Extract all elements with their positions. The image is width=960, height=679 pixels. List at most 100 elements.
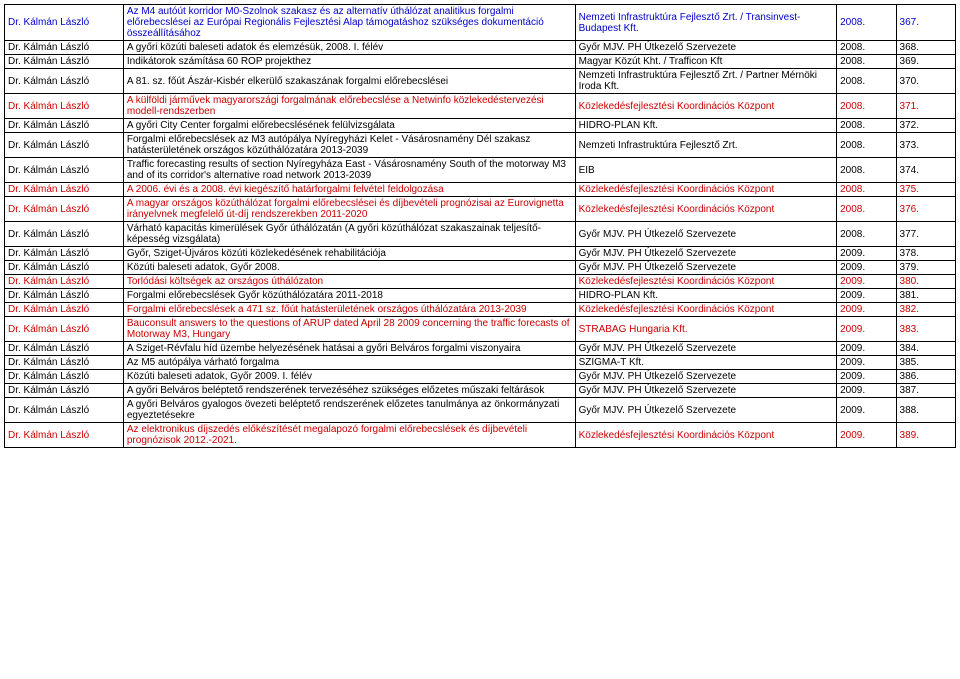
id-cell: 386. [896, 370, 955, 384]
id-cell: 384. [896, 342, 955, 356]
author-cell: Dr. Kálmán László [5, 384, 124, 398]
org-cell: Közlekedésfejlesztési Koordinációs Közpo… [575, 423, 837, 448]
year-cell: 2008. [837, 69, 896, 94]
id-cell: 377. [896, 222, 955, 247]
id-cell: 371. [896, 94, 955, 119]
org-cell: Magyar Közút Kht. / Trafficon Kft [575, 55, 837, 69]
year-cell: 2009. [837, 289, 896, 303]
id-cell: 375. [896, 183, 955, 197]
author-cell: Dr. Kálmán László [5, 197, 124, 222]
title-cell: A győri Belváros beléptető rendszerének … [123, 384, 575, 398]
title-cell: Indikátorok számítása 60 ROP projekthez [123, 55, 575, 69]
table-row: Dr. Kálmán LászlóA 2006. évi és a 2008. … [5, 183, 956, 197]
table-row: Dr. Kálmán LászlóAz elektronikus díjszed… [5, 423, 956, 448]
title-cell: Forgalmi előrebecslések a 471 sz. főút h… [123, 303, 575, 317]
table-row: Dr. Kálmán LászlóAz M4 autóút korridor M… [5, 5, 956, 41]
year-cell: 2009. [837, 384, 896, 398]
author-cell: Dr. Kálmán László [5, 356, 124, 370]
id-cell: 379. [896, 261, 955, 275]
author-cell: Dr. Kálmán László [5, 41, 124, 55]
title-cell: A 2006. évi és a 2008. évi kiegészítő ha… [123, 183, 575, 197]
org-cell: Győr MJV. PH Útkezelő Szervezete [575, 398, 837, 423]
title-cell: Az M5 autópálya várható forgalma [123, 356, 575, 370]
author-cell: Dr. Kálmán László [5, 423, 124, 448]
id-cell: 367. [896, 5, 955, 41]
title-cell: A Sziget-Révfalu híd üzembe helyezésének… [123, 342, 575, 356]
title-cell: A magyar országos közúthálózat forgalmi … [123, 197, 575, 222]
org-cell: HIDRO-PLAN Kft. [575, 119, 837, 133]
author-cell: Dr. Kálmán László [5, 94, 124, 119]
title-cell: A győri City Center forgalmi előrebecslé… [123, 119, 575, 133]
author-cell: Dr. Kálmán László [5, 119, 124, 133]
year-cell: 2009. [837, 303, 896, 317]
org-cell: Győr MJV. PH Útkezelő Szervezete [575, 247, 837, 261]
org-cell: Győr MJV. PH Útkezelő Szervezete [575, 342, 837, 356]
author-cell: Dr. Kálmán László [5, 69, 124, 94]
org-cell: Győr MJV. PH Útkezelő Szervezete [575, 222, 837, 247]
title-cell: Az elektronikus díjszedés előkészítését … [123, 423, 575, 448]
year-cell: 2009. [837, 342, 896, 356]
org-cell: HIDRO-PLAN Kft. [575, 289, 837, 303]
org-cell: Győr MJV. PH Útkezelő Szervezete [575, 370, 837, 384]
year-cell: 2008. [837, 222, 896, 247]
title-cell: Forgalmi előrebecslések az M3 autópálya … [123, 133, 575, 158]
author-cell: Dr. Kálmán László [5, 247, 124, 261]
author-cell: Dr. Kálmán László [5, 261, 124, 275]
table-row: Dr. Kálmán LászlóForgalmi előrebecslések… [5, 289, 956, 303]
year-cell: 2009. [837, 261, 896, 275]
title-cell: Bauconsult answers to the questions of A… [123, 317, 575, 342]
id-cell: 381. [896, 289, 955, 303]
year-cell: 2008. [837, 41, 896, 55]
year-cell: 2008. [837, 94, 896, 119]
title-cell: Győr, Sziget-Újváros közúti közlekedésén… [123, 247, 575, 261]
year-cell: 2008. [837, 197, 896, 222]
id-cell: 382. [896, 303, 955, 317]
year-cell: 2009. [837, 356, 896, 370]
title-cell: A győri Belváros gyalogos övezeti belépt… [123, 398, 575, 423]
table-row: Dr. Kálmán LászlóTraffic forecasting res… [5, 158, 956, 183]
table-row: Dr. Kálmán LászlóVárható kapacitás kimer… [5, 222, 956, 247]
org-cell: Közlekedésfejlesztési Koordinációs Közpo… [575, 303, 837, 317]
org-cell: Nemzeti Infrastruktúra Fejlesztő Zrt. / … [575, 5, 837, 41]
year-cell: 2008. [837, 133, 896, 158]
author-cell: Dr. Kálmán László [5, 317, 124, 342]
title-cell: A 81. sz. főút Ászár-Kisbér elkerülő sza… [123, 69, 575, 94]
year-cell: 2008. [837, 5, 896, 41]
org-cell: Közlekedésfejlesztési Koordinációs Közpo… [575, 275, 837, 289]
table-row: Dr. Kálmán LászlóAz M5 autópálya várható… [5, 356, 956, 370]
table-row: Dr. Kálmán LászlóA győri Belváros gyalog… [5, 398, 956, 423]
title-cell: A győri közúti baleseti adatok és elemzé… [123, 41, 575, 55]
id-cell: 387. [896, 384, 955, 398]
author-cell: Dr. Kálmán László [5, 55, 124, 69]
id-cell: 383. [896, 317, 955, 342]
title-cell: Az M4 autóút korridor M0-Szolnok szakasz… [123, 5, 575, 41]
author-cell: Dr. Kálmán László [5, 275, 124, 289]
author-cell: Dr. Kálmán László [5, 289, 124, 303]
title-cell: A külföldi járművek magyarországi forgal… [123, 94, 575, 119]
year-cell: 2008. [837, 183, 896, 197]
org-cell: Közlekedésfejlesztési Koordinációs Közpo… [575, 94, 837, 119]
author-cell: Dr. Kálmán László [5, 5, 124, 41]
table-row: Dr. Kálmán LászlóForgalmi előrebecslések… [5, 133, 956, 158]
id-cell: 388. [896, 398, 955, 423]
year-cell: 2009. [837, 317, 896, 342]
author-cell: Dr. Kálmán László [5, 133, 124, 158]
table-row: Dr. Kálmán LászlóKözúti baleseti adatok,… [5, 261, 956, 275]
table-row: Dr. Kálmán LászlóA győri City Center for… [5, 119, 956, 133]
table-row: Dr. Kálmán LászlóA győri közúti baleseti… [5, 41, 956, 55]
title-cell: Várható kapacitás kimerülések Győr úthál… [123, 222, 575, 247]
org-cell: STRABAG Hungaria Kft. [575, 317, 837, 342]
author-cell: Dr. Kálmán László [5, 398, 124, 423]
table-row: Dr. Kálmán LászlóKözúti baleseti adatok,… [5, 370, 956, 384]
year-cell: 2009. [837, 247, 896, 261]
id-cell: 369. [896, 55, 955, 69]
title-cell: Közúti baleseti adatok, Győr 2009. I. fé… [123, 370, 575, 384]
table-row: Dr. Kálmán LászlóA Sziget-Révfalu híd üz… [5, 342, 956, 356]
title-cell: Forgalmi előrebecslések Győr közúthálóza… [123, 289, 575, 303]
id-cell: 372. [896, 119, 955, 133]
table-row: Dr. Kálmán LászlóA győri Belváros belépt… [5, 384, 956, 398]
id-cell: 378. [896, 247, 955, 261]
org-cell: SZIGMA-T Kft. [575, 356, 837, 370]
publications-table: Dr. Kálmán LászlóAz M4 autóút korridor M… [4, 4, 956, 448]
table-row: Dr. Kálmán LászlóBauconsult answers to t… [5, 317, 956, 342]
